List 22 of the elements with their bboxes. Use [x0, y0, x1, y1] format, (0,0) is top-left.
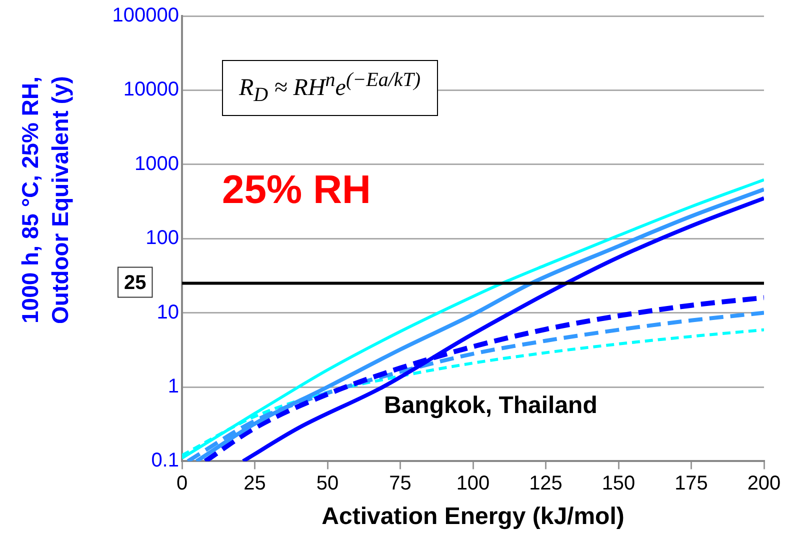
x-tick-label: 100: [456, 472, 490, 495]
x-tick-label: 0: [176, 472, 188, 495]
x-tick-label: 150: [602, 472, 636, 495]
y-tick-label: 1000: [134, 152, 179, 175]
ref-line-label: 25: [124, 272, 146, 294]
y-tick-label: 100000: [112, 4, 179, 27]
annotation: 25% RH: [222, 168, 371, 213]
x-axis-title: Activation Energy (kJ/mol): [322, 503, 624, 530]
y-tick-label: 10000: [123, 78, 179, 101]
x-tick-label: 75: [389, 472, 412, 495]
annotation: Bangkok, Thailand: [384, 392, 598, 420]
x-tick-label: 175: [674, 472, 708, 495]
x-tick-label: 200: [747, 472, 781, 495]
y-axis-title: 1000 h, 85 °C, 25% RH, Outdoor Equivalent (y): [16, 75, 74, 326]
y-tick-label: 1: [168, 376, 179, 398]
y-tick-label: 0.1: [151, 450, 179, 472]
annotation: R$_{D}$ ≈ RH$^{n}$e$^{(−Ea/kT)}$: [222, 60, 438, 116]
x-tick-label: 25: [244, 472, 266, 495]
y-tick-label: 10: [156, 301, 179, 324]
x-tick-label: 50: [316, 472, 339, 495]
x-tick-label: 125: [529, 472, 562, 495]
y-tick-label: 100: [146, 227, 179, 250]
